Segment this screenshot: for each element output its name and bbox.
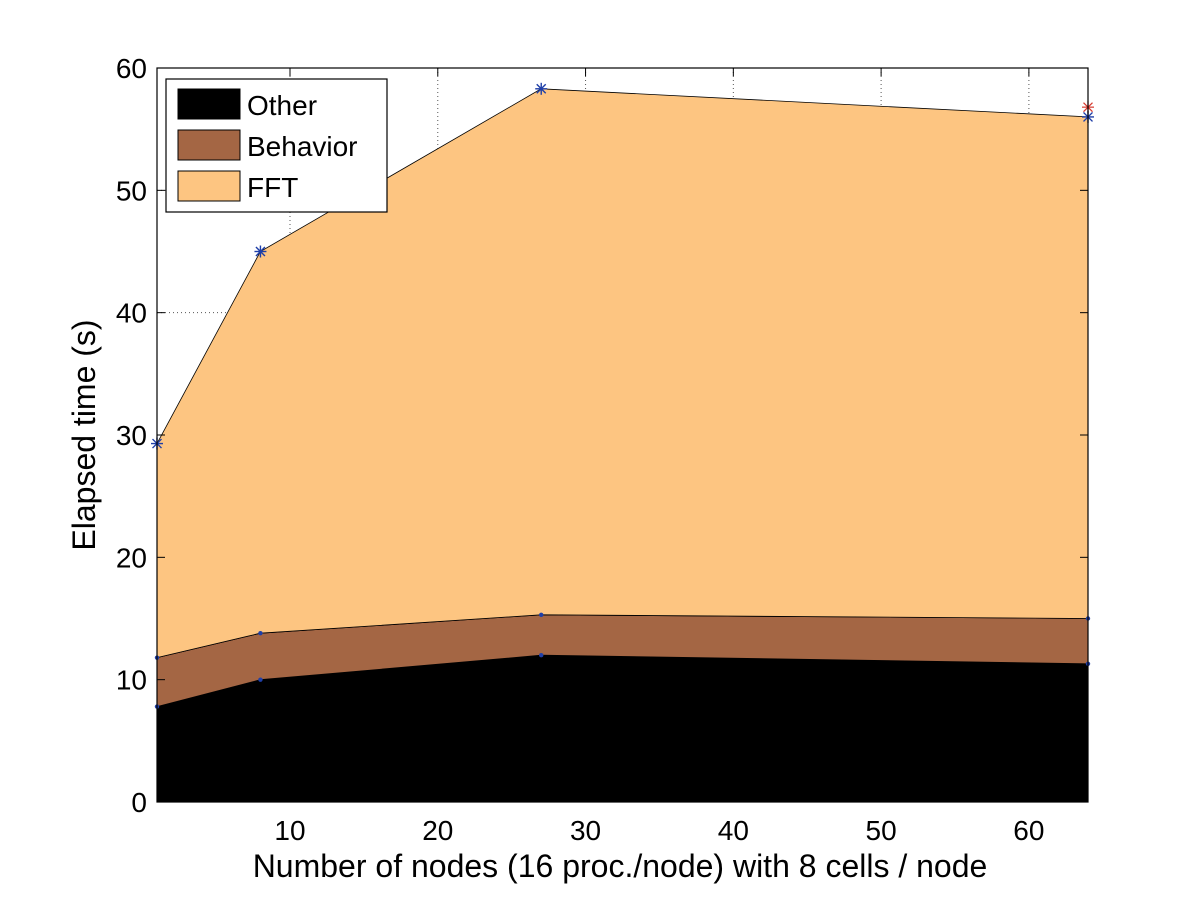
- y-axis-label: Elapsed time (s): [66, 319, 102, 550]
- series-areas: [156, 88, 1089, 803]
- x-tick-label: 10: [274, 815, 305, 846]
- y-tick-label: 30: [116, 420, 147, 451]
- dot-marker: [258, 677, 263, 682]
- y-tick-label: 50: [116, 175, 147, 206]
- legend: Other Behavior FFT: [165, 78, 388, 213]
- y-tick-label: 20: [116, 542, 147, 573]
- area-other: [156, 654, 1089, 803]
- y-tick-label: 0: [131, 787, 147, 818]
- legend-swatch-fft: [177, 170, 241, 202]
- star-marker: [535, 82, 548, 95]
- x-tick-label: 60: [1013, 815, 1044, 846]
- dot-marker: [258, 630, 263, 636]
- y-tick-label: 60: [116, 53, 147, 84]
- legend-swatch-other: [177, 88, 241, 120]
- x-axis-label: Number of nodes (16 proc./node) with 8 c…: [253, 848, 988, 884]
- legend-label-fft: FFT: [247, 172, 298, 203]
- dot-marker: [539, 653, 544, 658]
- x-tick-label: 30: [570, 815, 601, 846]
- x-tick-label: 20: [422, 815, 453, 846]
- y-tick-label: 40: [116, 298, 147, 329]
- dot-marker: [539, 612, 544, 618]
- star-stroke: [255, 246, 266, 257]
- y-tick-label: 10: [116, 665, 147, 696]
- legend-swatch-behavior: [177, 129, 241, 161]
- x-tick-label: 50: [866, 815, 897, 846]
- x-tick-label: 40: [718, 815, 749, 846]
- star-marker: [254, 245, 267, 258]
- axis-ticks: 10 20 30 40 50 60 0 10 20 30 40 50 60: [116, 53, 1088, 846]
- legend-label-other: Other: [247, 90, 317, 121]
- star-stroke: [536, 83, 547, 94]
- legend-label-behavior: Behavior: [247, 131, 358, 162]
